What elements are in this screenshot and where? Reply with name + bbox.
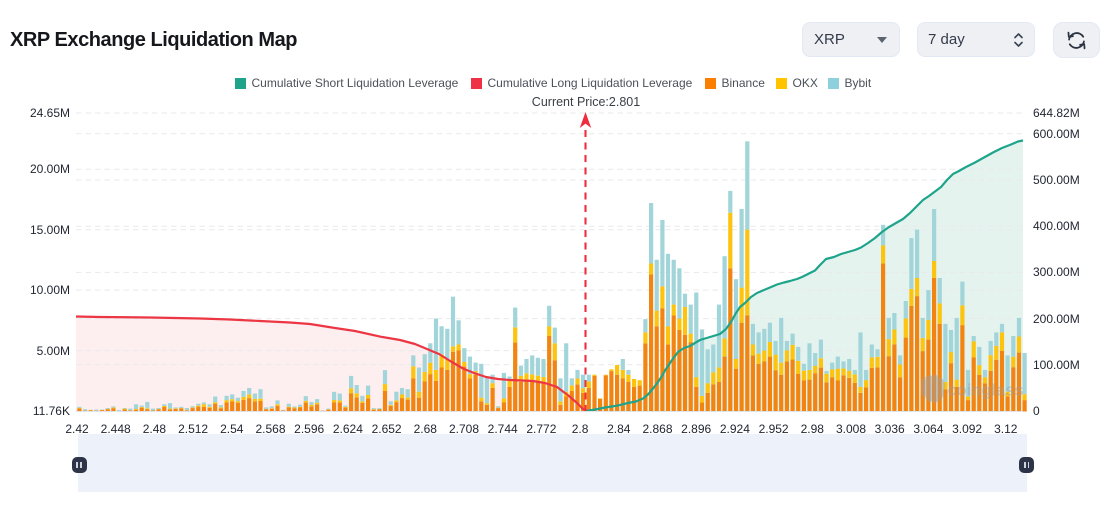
svg-text:3.12: 3.12 [994, 422, 1018, 436]
svg-text:400.00M: 400.00M [1033, 219, 1080, 233]
svg-text:644.82M: 644.82M [1033, 106, 1080, 120]
svg-text:2.596: 2.596 [294, 422, 324, 436]
svg-text:2.868: 2.868 [642, 422, 672, 436]
svg-text:500.00M: 500.00M [1033, 173, 1080, 187]
svg-text:coinglass: coinglass [948, 382, 1024, 400]
svg-text:2.98: 2.98 [801, 422, 825, 436]
svg-text:600.00M: 600.00M [1033, 127, 1080, 141]
svg-text:24.65M: 24.65M [30, 106, 70, 120]
svg-text:2.84: 2.84 [607, 422, 631, 436]
svg-text:2.8: 2.8 [572, 422, 589, 436]
svg-text:2.952: 2.952 [759, 422, 789, 436]
svg-text:3.036: 3.036 [875, 422, 905, 436]
svg-text:2.772: 2.772 [526, 422, 556, 436]
svg-text:2.568: 2.568 [255, 422, 285, 436]
svg-text:100.00M: 100.00M [1033, 358, 1080, 372]
svg-text:3.008: 3.008 [836, 422, 866, 436]
svg-text:2.48: 2.48 [143, 422, 167, 436]
svg-text:11.76K: 11.76K [33, 404, 70, 418]
svg-text:2.924: 2.924 [720, 422, 750, 436]
svg-text:2.652: 2.652 [372, 422, 402, 436]
svg-text:2.896: 2.896 [681, 422, 711, 436]
svg-text:2.54: 2.54 [220, 422, 244, 436]
svg-text:2.512: 2.512 [178, 422, 208, 436]
svg-text:2.708: 2.708 [449, 422, 479, 436]
svg-text:20.00M: 20.00M [30, 162, 70, 176]
svg-text:2.68: 2.68 [414, 422, 438, 436]
svg-text:3.092: 3.092 [952, 422, 982, 436]
svg-text:2.624: 2.624 [333, 422, 363, 436]
svg-text:5.00M: 5.00M [37, 344, 70, 358]
svg-text:15.00M: 15.00M [30, 223, 70, 237]
svg-text:300.00M: 300.00M [1033, 265, 1080, 279]
svg-text:10.00M: 10.00M [30, 283, 70, 297]
svg-text:2.448: 2.448 [101, 422, 131, 436]
svg-text:2.744: 2.744 [488, 422, 518, 436]
svg-text:3.064: 3.064 [913, 422, 943, 436]
svg-text:0: 0 [1033, 404, 1040, 418]
svg-text:200.00M: 200.00M [1033, 312, 1080, 326]
svg-text:2.42: 2.42 [65, 422, 89, 436]
